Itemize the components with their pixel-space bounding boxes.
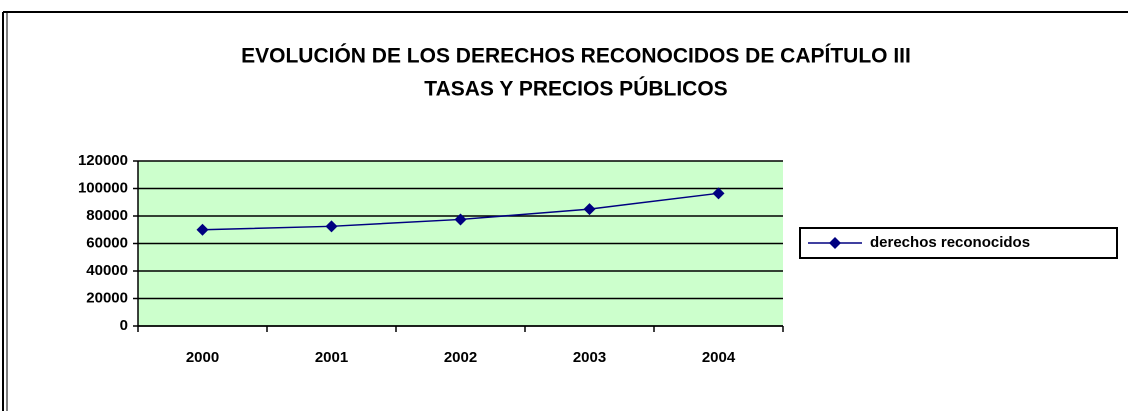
y-tick-label: 80000: [86, 207, 128, 224]
marker: [583, 203, 596, 216]
marker: [325, 220, 338, 233]
marker: [196, 223, 209, 236]
marker: [712, 187, 725, 200]
x-tick-label: 2002: [444, 349, 477, 366]
y-tick-label: 60000: [86, 234, 128, 251]
legend-label: derechos reconocidos: [870, 234, 1030, 251]
x-tick-label: 2000: [186, 349, 219, 366]
chart-title: TASAS Y PRECIOS PÚBLICOS: [424, 77, 727, 101]
y-tick-label: 20000: [86, 289, 128, 306]
y-tick-label: 120000: [78, 152, 128, 169]
x-tick-label: 2001: [315, 349, 348, 366]
x-tick-label: 2004: [702, 349, 736, 366]
x-tick-label: 2003: [573, 349, 606, 366]
y-tick-label: 100000: [78, 179, 128, 196]
y-tick-label: 40000: [86, 262, 128, 279]
chart-title: EVOLUCIÓN DE LOS DERECHOS RECONOCIDOS DE…: [241, 44, 911, 68]
y-tick-label: 0: [120, 317, 128, 334]
legend-marker: [829, 237, 841, 249]
marker: [454, 213, 467, 226]
